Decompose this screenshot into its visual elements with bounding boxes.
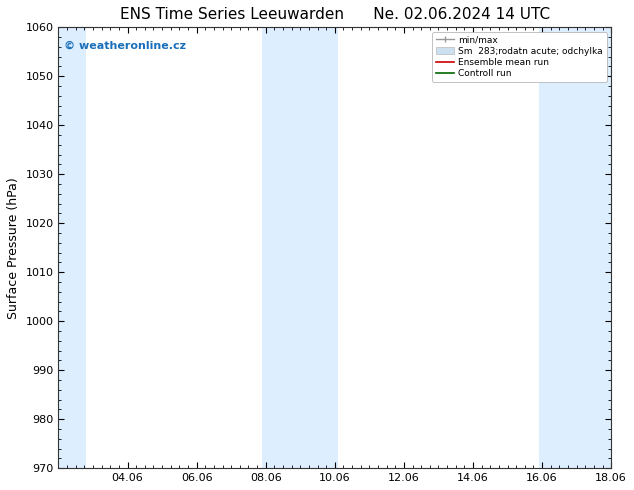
Legend: min/max, Sm  283;rodatn acute; odchylka, Ensemble mean run, Controll run: min/max, Sm 283;rodatn acute; odchylka, … xyxy=(432,32,607,82)
Bar xyxy=(573,27,611,468)
Bar xyxy=(301,27,339,468)
Title: ENS Time Series Leeuwarden      Ne. 02.06.2024 14 UTC: ENS Time Series Leeuwarden Ne. 02.06.202… xyxy=(120,7,550,22)
Bar xyxy=(539,27,573,468)
Text: © weatheronline.cz: © weatheronline.cz xyxy=(64,41,186,50)
Bar xyxy=(262,27,301,468)
Y-axis label: Surface Pressure (hPa): Surface Pressure (hPa) xyxy=(7,177,20,318)
Bar xyxy=(58,27,86,468)
